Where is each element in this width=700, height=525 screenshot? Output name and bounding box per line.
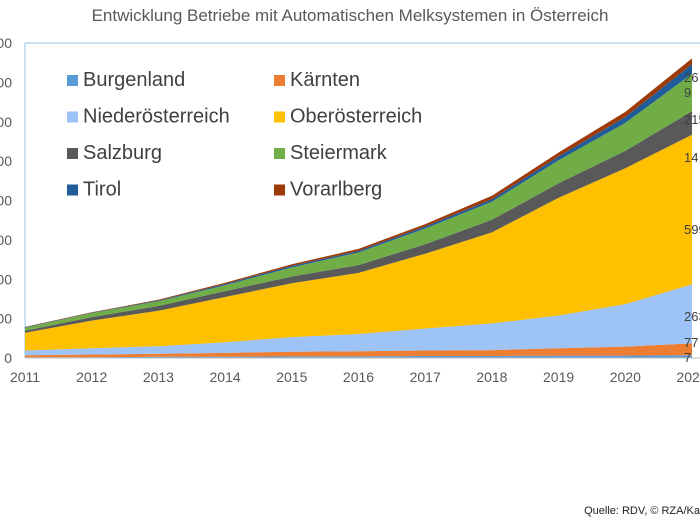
legend-label: Vorarlberg [290, 179, 382, 201]
x-tick-label: 2018 [476, 369, 507, 385]
x-tick-label: 2019 [543, 369, 574, 385]
legend-swatch [274, 111, 285, 123]
y-tick-label: 200 [0, 271, 12, 287]
x-tick-label: 2012 [76, 369, 107, 385]
data-label: 599 [684, 222, 700, 237]
data-label: 263 [684, 309, 700, 324]
area-series-0 [25, 355, 692, 358]
y-tick-label: 500 [0, 153, 12, 169]
source-note: Quelle: RDV, © RZA/Ka [584, 505, 700, 517]
areas-layer [25, 58, 692, 358]
x-tick-label: 2021 [676, 369, 700, 385]
data-label: 7 [684, 350, 691, 365]
x-tick-label: 2013 [143, 369, 174, 385]
y-tick-label: 300 [0, 232, 12, 248]
area-series-1 [25, 343, 692, 358]
data-label: 14 [684, 150, 698, 165]
area-series-3 [25, 134, 692, 351]
legend: Burgenland Kärnten Niederösterreich Oberöst… [67, 69, 422, 201]
data-label: 9 [684, 85, 691, 100]
x-tick-label: 2014 [210, 369, 241, 385]
y-tick-label: 700 [0, 74, 12, 90]
data-label: 77 [684, 335, 698, 350]
legend-swatch [274, 75, 285, 86]
x-tick-label: 2015 [276, 369, 307, 385]
legend-swatch [67, 148, 78, 159]
chart-title: Entwicklung Betriebe mit Automatischen M… [91, 6, 609, 25]
y-axis: 0 100 200 300 400 500 600 700 800 [0, 35, 12, 366]
legend-label: Niederösterreich [83, 106, 230, 128]
legend-label: Kärnten [290, 69, 360, 91]
legend-label: Tirol [83, 179, 121, 201]
legend-swatch [274, 184, 285, 196]
x-tick-label: 2017 [410, 369, 441, 385]
legend-label: Salzburg [83, 142, 162, 164]
area-series-2 [25, 284, 692, 356]
legend-swatch [274, 148, 285, 159]
legend-label: Burgenland [83, 69, 185, 91]
legend-label: Steiermark [290, 142, 388, 164]
legend-swatch [67, 75, 78, 86]
x-axis: 2011 2012 2013 2014 2015 2016 2017 2018 2019 2020… [10, 369, 700, 385]
x-tick-label: 2011 [10, 369, 40, 385]
data-label: 26 [684, 70, 698, 85]
y-tick-label: 400 [0, 193, 12, 209]
y-tick-label: 100 [0, 311, 12, 327]
y-tick-label: 0 [4, 350, 12, 366]
y-tick-label: 800 [0, 35, 12, 51]
data-labels: 269 215 14 599 263 777 [684, 70, 700, 365]
x-tick-label: 2016 [343, 369, 374, 385]
y-tick-label: 600 [0, 114, 12, 130]
legend-swatch [67, 111, 78, 123]
legend-label: Oberösterreich [290, 106, 422, 128]
x-tick-label: 2020 [610, 369, 641, 385]
legend-swatch [67, 184, 78, 196]
data-label: 215 [684, 112, 700, 127]
